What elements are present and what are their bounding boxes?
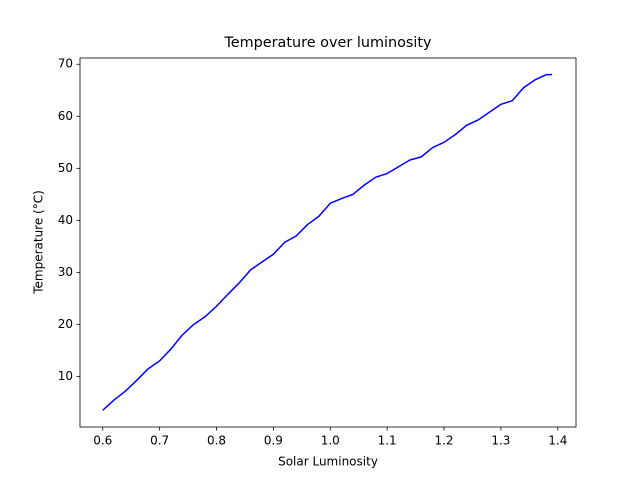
y-tick-label: 20 bbox=[58, 317, 73, 331]
x-tick-label: 1.0 bbox=[321, 434, 340, 448]
x-tick-label: 0.6 bbox=[93, 434, 112, 448]
x-tick-label: 0.7 bbox=[150, 434, 169, 448]
x-tick-label: 1.3 bbox=[491, 434, 510, 448]
y-tick-label: 60 bbox=[58, 109, 73, 123]
data-line bbox=[102, 73, 553, 411]
x-tick-label: 1.1 bbox=[378, 434, 397, 448]
x-tick-label: 1.2 bbox=[434, 434, 453, 448]
x-axis-label: Solar Luminosity bbox=[278, 455, 378, 469]
x-tick-label: 0.8 bbox=[207, 434, 226, 448]
y-axis-label: Temperature (°C) bbox=[32, 190, 46, 295]
y-tick-label: 30 bbox=[58, 265, 73, 279]
y-tick-label: 70 bbox=[58, 57, 73, 71]
y-tick-label: 10 bbox=[58, 369, 73, 383]
chart-title: Temperature over luminosity bbox=[223, 35, 432, 51]
x-tick-label: 1.4 bbox=[548, 434, 567, 448]
x-tick-label: 0.9 bbox=[264, 434, 283, 448]
y-tick-label: 40 bbox=[58, 213, 73, 227]
y-tick-label: 50 bbox=[58, 161, 73, 175]
axes-frame bbox=[79, 57, 577, 428]
